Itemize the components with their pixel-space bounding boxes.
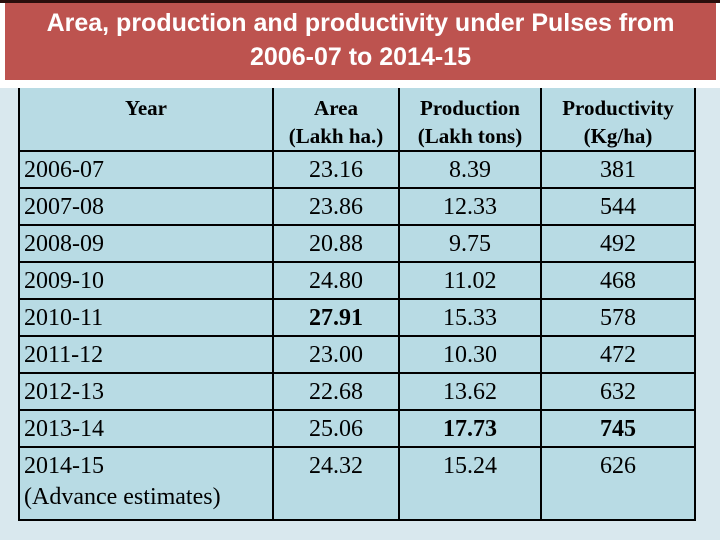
- cell-year: 2009-10: [18, 261, 274, 300]
- table-row-2014-15: 2014-15 (Advance estimates) 24.32 15.24 626: [18, 446, 696, 521]
- table-body: 2006-07 23.16 8.39 381 2007-08 23.86 12.33 544 2…: [18, 150, 696, 521]
- column-header-productivity: Productivity (Kg/ha): [540, 88, 696, 152]
- cell-productivity: 578: [540, 298, 696, 337]
- slide-title-bar: Area, production and productivity under …: [5, 2, 716, 80]
- cell-productivity: 632: [540, 372, 696, 411]
- cell-productivity: 745: [540, 409, 696, 448]
- cell-year: 2014-15 (Advance estimates): [18, 446, 274, 521]
- cell-area: 24.32: [272, 446, 400, 521]
- cell-productivity: 544: [540, 187, 696, 226]
- cell-area: 25.06: [272, 409, 400, 448]
- table-row-2009-10: 2009-10 24.80 11.02 468: [18, 261, 696, 300]
- table-header: Year Area (Lakh ha.) Production (Lakh tons) P…: [18, 88, 696, 152]
- year-note: (Advance estimates): [24, 484, 221, 510]
- cell-year: 2013-14: [18, 409, 274, 448]
- cell-year: 2010-11: [18, 298, 274, 337]
- column-label: Area: [314, 96, 358, 120]
- cell-production: 15.33: [398, 298, 542, 337]
- cell-production: 12.33: [398, 187, 542, 226]
- table-row-2007-08: 2007-08 23.86 12.33 544: [18, 187, 696, 226]
- column-label: Production: [420, 96, 520, 120]
- table-header-row: Year Area (Lakh ha.) Production (Lakh tons) P…: [18, 88, 696, 152]
- cell-production: 8.39: [398, 150, 542, 189]
- table-row-2008-09: 2008-09 20.88 9.75 492: [18, 224, 696, 263]
- cell-production: 11.02: [398, 261, 542, 300]
- column-header-area: Area (Lakh ha.): [272, 88, 400, 152]
- column-unit: (Kg/ha): [583, 124, 653, 148]
- column-label: Productivity: [562, 96, 674, 120]
- column-header-year: Year: [18, 88, 274, 152]
- column-header-production: Production (Lakh tons): [398, 88, 542, 152]
- cell-productivity: 381: [540, 150, 696, 189]
- cell-year: 2011-12: [18, 335, 274, 374]
- cell-area: 22.68: [272, 372, 400, 411]
- cell-production: 10.30: [398, 335, 542, 374]
- column-label: Year: [125, 96, 167, 120]
- table-row-2013-14: 2013-14 25.06 17.73 745: [18, 409, 696, 448]
- cell-area: 23.86: [272, 187, 400, 226]
- cell-area: 20.88: [272, 224, 400, 263]
- cell-productivity: 626: [540, 446, 696, 521]
- cell-area: 27.91: [272, 298, 400, 337]
- slide-title-line-2: 2006-07 to 2014-15: [250, 43, 471, 71]
- cell-production: 9.75: [398, 224, 542, 263]
- cell-productivity: 492: [540, 224, 696, 263]
- cell-productivity: 468: [540, 261, 696, 300]
- cell-production: 17.73: [398, 409, 542, 448]
- top-edge-line: [0, 0, 720, 3]
- cell-production: 13.62: [398, 372, 542, 411]
- cell-year: 2006-07: [18, 150, 274, 189]
- cell-area: 24.80: [272, 261, 400, 300]
- cell-productivity: 472: [540, 335, 696, 374]
- cell-year: 2008-09: [18, 224, 274, 263]
- table-row-2011-12: 2011-12 23.00 10.30 472: [18, 335, 696, 374]
- cell-production: 15.24: [398, 446, 542, 521]
- pulses-data-table: Year Area (Lakh ha.) Production (Lakh tons) P…: [18, 88, 696, 521]
- cell-year: 2007-08: [18, 187, 274, 226]
- table-row-2012-13: 2012-13 22.68 13.62 632: [18, 372, 696, 411]
- cell-year: 2012-13: [18, 372, 274, 411]
- title-band: Area, production and productivity under …: [0, 0, 720, 88]
- slide-title-line-1: Area, production and productivity under …: [46, 9, 675, 37]
- column-unit: (Lakh tons): [417, 124, 523, 148]
- table-row-2006-07: 2006-07 23.16 8.39 381: [18, 150, 696, 189]
- table-row-2010-11: 2010-11 27.91 15.33 578: [18, 298, 696, 337]
- cell-area: 23.16: [272, 150, 400, 189]
- column-unit: (Lakh ha.): [288, 124, 384, 148]
- cell-area: 23.00: [272, 335, 400, 374]
